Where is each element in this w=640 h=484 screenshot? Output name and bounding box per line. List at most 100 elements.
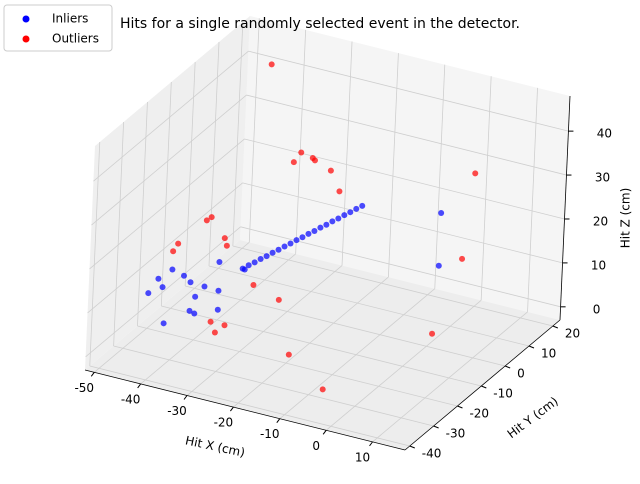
grid-line	[341, 41, 353, 266]
grid-line	[325, 299, 482, 431]
grid-line	[87, 182, 243, 314]
point	[281, 243, 288, 250]
grid-line	[232, 21, 244, 247]
point	[459, 255, 466, 262]
axis-line	[559, 95, 571, 321]
point	[275, 296, 282, 303]
y-tick-label: -10	[493, 387, 513, 401]
point	[211, 329, 218, 336]
point	[192, 293, 199, 300]
grid-line	[480, 76, 492, 301]
grid-line	[233, 276, 389, 408]
point	[335, 215, 342, 222]
x-tick	[322, 429, 327, 435]
point	[186, 307, 193, 314]
legend-marker	[22, 35, 30, 43]
x-tick-label: -30	[167, 404, 187, 418]
grid-line	[208, 265, 530, 347]
x-tick	[369, 441, 373, 447]
grid-line	[137, 325, 458, 407]
y-tick	[552, 325, 559, 329]
point	[221, 235, 228, 242]
point	[263, 253, 270, 260]
x-tick-label: -10	[260, 427, 280, 441]
grid-line	[113, 345, 434, 427]
grid-line	[434, 64, 446, 289]
point	[203, 217, 210, 224]
chart-title: Hits for a single randomly selected even…	[120, 16, 520, 32]
y-tick	[481, 385, 487, 389]
z-tick-label: 30	[595, 171, 610, 185]
points	[145, 61, 479, 393]
y-tick-label: 0	[517, 367, 525, 381]
floor-pane	[85, 240, 560, 450]
point	[223, 242, 230, 249]
x-tick	[230, 406, 234, 412]
grid-line	[186, 265, 343, 396]
point	[214, 306, 221, 313]
grid-line	[242, 182, 563, 264]
side-pane	[85, 16, 250, 370]
grid-line	[372, 311, 528, 443]
z-tick-label: 0	[593, 302, 601, 316]
point	[208, 214, 215, 221]
point	[216, 259, 223, 266]
x-tick	[137, 383, 142, 389]
grid-line	[388, 53, 399, 278]
point	[438, 210, 445, 217]
y-tick	[457, 405, 463, 409]
y-tick	[528, 345, 535, 349]
grid-line	[232, 245, 553, 327]
y-tick-label: 10	[541, 347, 556, 361]
grid-line	[185, 285, 506, 367]
grid-line	[208, 41, 220, 267]
grid-line	[89, 365, 410, 447]
point	[187, 279, 194, 286]
grid-line	[89, 138, 245, 270]
point	[290, 159, 297, 166]
point	[159, 284, 166, 291]
point	[299, 234, 306, 241]
point	[353, 205, 360, 212]
x-tick	[90, 372, 95, 377]
grid-line	[113, 121, 125, 347]
grid-line	[89, 141, 101, 367]
grid-line	[279, 288, 436, 420]
point	[181, 272, 188, 279]
y-tick-label: -40	[422, 447, 442, 461]
y-tick	[433, 425, 439, 429]
point	[359, 202, 366, 209]
point	[169, 266, 176, 273]
point	[275, 246, 282, 253]
grid-line	[295, 29, 307, 254]
grid-line	[85, 226, 241, 358]
z-tick-label: 10	[591, 258, 606, 272]
grid-line	[161, 305, 482, 387]
z-axis-label: Hit Z (cm)	[619, 188, 633, 249]
point	[323, 221, 330, 228]
grid-line	[94, 242, 250, 373]
point	[298, 149, 305, 156]
legend: Inliers Outliers	[3, 4, 113, 52]
z-tick-label: 40	[597, 127, 612, 141]
point	[207, 318, 214, 325]
point	[311, 157, 318, 164]
x-tick-label: -50	[74, 381, 94, 395]
point	[251, 259, 258, 266]
grid-line	[160, 81, 172, 307]
point	[215, 287, 222, 294]
point	[285, 351, 292, 358]
point	[160, 320, 167, 327]
point	[221, 322, 228, 329]
axis-line	[404, 319, 561, 451]
point	[327, 167, 334, 174]
grid-line	[244, 138, 565, 220]
point	[435, 262, 442, 269]
axis-line	[84, 369, 406, 451]
grid-line	[93, 50, 249, 182]
point	[472, 170, 479, 177]
point	[305, 230, 312, 237]
grid	[85, 18, 569, 447]
